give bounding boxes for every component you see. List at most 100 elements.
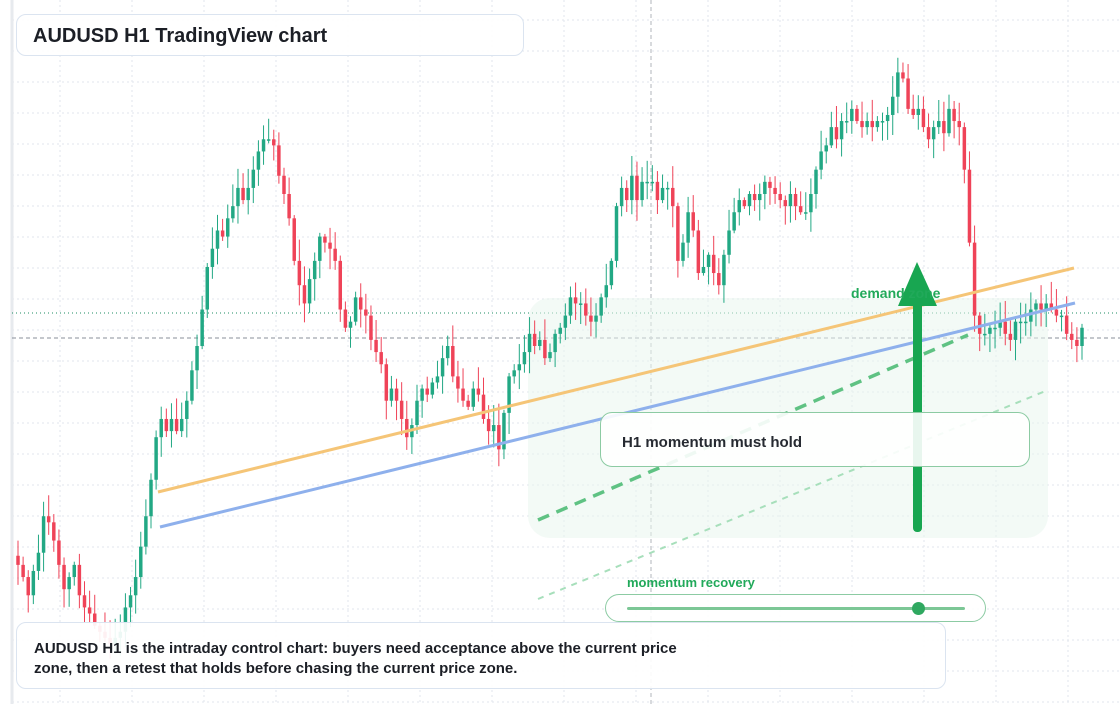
candle [783,195,788,225]
candle [885,106,890,140]
candle-body [1023,321,1028,324]
candle-body [824,145,828,152]
candle [420,384,424,418]
candle [901,62,905,83]
candle [72,561,77,586]
candle-body [972,242,977,316]
candle [451,325,455,383]
candle-body [553,333,557,353]
candle-body [307,279,312,304]
candle [144,499,148,555]
candle-body [466,400,470,407]
candle-body [676,206,680,261]
candle-body [123,607,128,632]
candle [128,586,133,628]
candle-body [364,309,368,316]
candle [190,361,194,405]
candle [1059,309,1064,332]
candle [77,553,82,609]
candle-body [532,333,537,346]
candle-body [609,260,614,286]
candle-body [558,327,562,334]
candle-body [389,388,394,401]
candle [824,137,828,164]
candle [926,113,931,149]
candle-body [655,181,660,201]
candle-body [149,479,153,517]
candle-body [379,352,383,365]
momentum-slider[interactable] [605,594,986,622]
candle-body [287,194,291,219]
momentum-slider-thumb[interactable] [911,602,925,615]
candle [701,249,706,276]
candle-body [1003,321,1008,334]
candle-body [31,570,36,596]
candle [977,312,982,352]
candle-body [614,206,619,261]
candle [215,214,220,265]
candle-body [333,248,337,261]
candle-body [318,236,322,261]
candle-body [481,394,486,419]
candle-body [353,297,358,322]
candle-body [343,309,348,328]
candle-body [430,382,435,395]
candle [814,166,818,209]
candle [41,501,46,572]
candle-body [522,352,527,365]
candle-body [839,121,844,140]
candle-body [497,425,501,450]
candle [727,209,731,264]
momentum-note: H1 momentum must hold [622,434,803,451]
candle [154,430,158,490]
candle-body [563,315,568,328]
candle-body [737,200,742,213]
candle [272,129,276,161]
candle-body [220,230,225,237]
candle [921,96,926,133]
candle-body [1008,333,1013,340]
candle [57,529,61,579]
candle [236,168,240,224]
candle-body [476,388,481,395]
candle-body [850,108,854,122]
candle [931,120,936,159]
candle [589,297,593,337]
candle [952,101,956,139]
candle-body [1054,309,1059,316]
candle-body [1039,303,1043,310]
candle-body [578,303,583,305]
candle-body [374,339,378,353]
candle-body [640,181,644,201]
candle [1064,296,1069,341]
candle-body [691,212,695,231]
candle-body [210,248,215,267]
candle [220,218,225,241]
candle [364,293,368,334]
candle-body [645,181,649,184]
momentum-slider-track [627,607,965,610]
candle-body [461,388,465,401]
candle-body [635,175,639,201]
candle [1070,322,1074,350]
candle-body [527,333,532,353]
candle [578,292,583,325]
candle-body [445,346,450,359]
candle-body [977,315,982,334]
candle-body [624,187,629,201]
candle [998,302,1002,337]
candle-body [752,194,757,201]
candle [133,559,138,614]
candle-body [62,564,66,590]
candle [839,113,844,157]
candle [609,258,614,290]
candle [798,191,803,215]
candle-body [133,577,138,596]
candle-body [440,358,445,377]
candle-body [282,175,286,194]
candle [742,197,747,209]
candle-body [844,121,849,123]
candle [543,319,547,365]
candle [532,320,537,355]
candle [328,227,332,270]
